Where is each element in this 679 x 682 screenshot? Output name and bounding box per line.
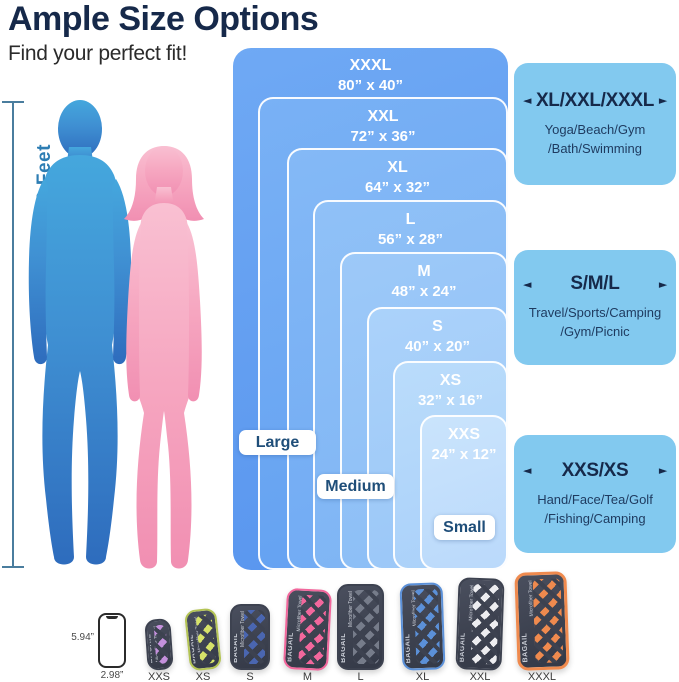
towel-label-xl: XL (415, 671, 430, 682)
size-dims: 48” x 24” (391, 283, 457, 300)
towel-label-m: M (302, 671, 313, 682)
card-uses-line1: Hand/Face/Tea/Golf (537, 491, 653, 507)
towel-label-l: L (357, 671, 364, 682)
page-title: Ample Size Options (8, 0, 319, 38)
card-uses-line2: /Fishing/Camping (544, 510, 646, 526)
right-arrow-icon: ► (658, 94, 667, 108)
phone-notch (106, 616, 118, 619)
ruler-bottom-tick (2, 566, 24, 568)
card-uses-line2: /Bath/Swimming (548, 140, 642, 156)
card-title: S/M/L (570, 273, 620, 295)
page-subtitle: Find your perfect fit! (8, 42, 187, 65)
towel-stripes (352, 590, 379, 664)
category-card-xxs-xs: ◄ XXS/XS ► Hand/Face/Tea/Golf /Fishing/C… (514, 435, 676, 553)
towel-stripes (298, 594, 327, 665)
size-dims: 56” x 28” (377, 231, 444, 248)
towel-label-xs: XS (195, 671, 211, 682)
size-dims: 40” x 20” (404, 338, 471, 355)
size-dims: 80” x 40” (337, 77, 404, 94)
group-tag-medium: Medium (317, 474, 394, 499)
group-tag-small: Small (434, 515, 495, 540)
towel-stripes (532, 578, 564, 664)
card-title: XXS/XS (561, 459, 629, 481)
phone-width-label: 2.98” (100, 670, 124, 681)
towel-l: BAGAIL Microfiber Towel (337, 584, 384, 670)
towel-s: BAGAIL Microfiber Towel (230, 604, 270, 670)
towel-label-xxs: XXS (147, 671, 170, 682)
ruler-line (12, 102, 14, 568)
towel-stripes (153, 624, 169, 665)
card-uses-line1: Travel/Sports/Camping (528, 305, 662, 321)
towel-label-s: S (246, 671, 254, 682)
towel-stripes (471, 583, 500, 665)
left-arrow-icon: ◄ (523, 277, 532, 291)
size-dims: 32” x 16” (417, 392, 484, 409)
towel-xxl: BAGAIL Microfiber Towel (455, 577, 505, 671)
size-code: XS (439, 372, 462, 389)
towel-stripes (414, 588, 441, 665)
group-tag-large: Large (239, 430, 316, 455)
size-code: S (432, 318, 443, 335)
size-dims: 24” x 12” (431, 446, 497, 463)
phone-outline (98, 613, 126, 668)
card-uses-line1: Yoga/Beach/Gym (544, 121, 646, 137)
category-card-xl-xxl-xxxl: ◄ XL/XXL/XXXL ► Yoga/Beach/Gym /Bath/Swi… (514, 63, 676, 185)
size-code: XXS (447, 426, 480, 443)
size-code: M (417, 263, 431, 280)
size-code: L (405, 211, 416, 228)
phone-height-label: 5.94” (71, 632, 94, 643)
left-arrow-icon: ◄ (523, 94, 532, 108)
towel-label-xxl: XXL (469, 671, 491, 682)
card-title: XL/XXL/XXXL (535, 89, 655, 111)
size-code: XXL (367, 108, 399, 125)
category-card-s-m-l: ◄ S/M/L ► Travel/Sports/Camping /Gym/Pic… (514, 250, 676, 365)
card-uses-line2: /Gym/Picnic (560, 324, 630, 339)
towel-label-xxxl: XXXL (527, 671, 557, 682)
towel-stripes (243, 610, 265, 664)
size-code: XXXL (349, 57, 392, 74)
male-silhouette (28, 100, 132, 565)
right-arrow-icon: ► (658, 277, 667, 291)
right-arrow-icon: ► (658, 464, 667, 478)
towel-xxxl: BAGAIL Microfiber Towel (514, 571, 570, 671)
size-dims: 72” x 36” (350, 128, 416, 145)
left-arrow-icon: ◄ (523, 464, 532, 478)
size-code: XL (387, 159, 408, 176)
size-dims: 64” x 32” (364, 179, 431, 196)
female-silhouette (124, 146, 204, 569)
size-rect-xxs: XXS 24” x 12” (420, 415, 508, 570)
